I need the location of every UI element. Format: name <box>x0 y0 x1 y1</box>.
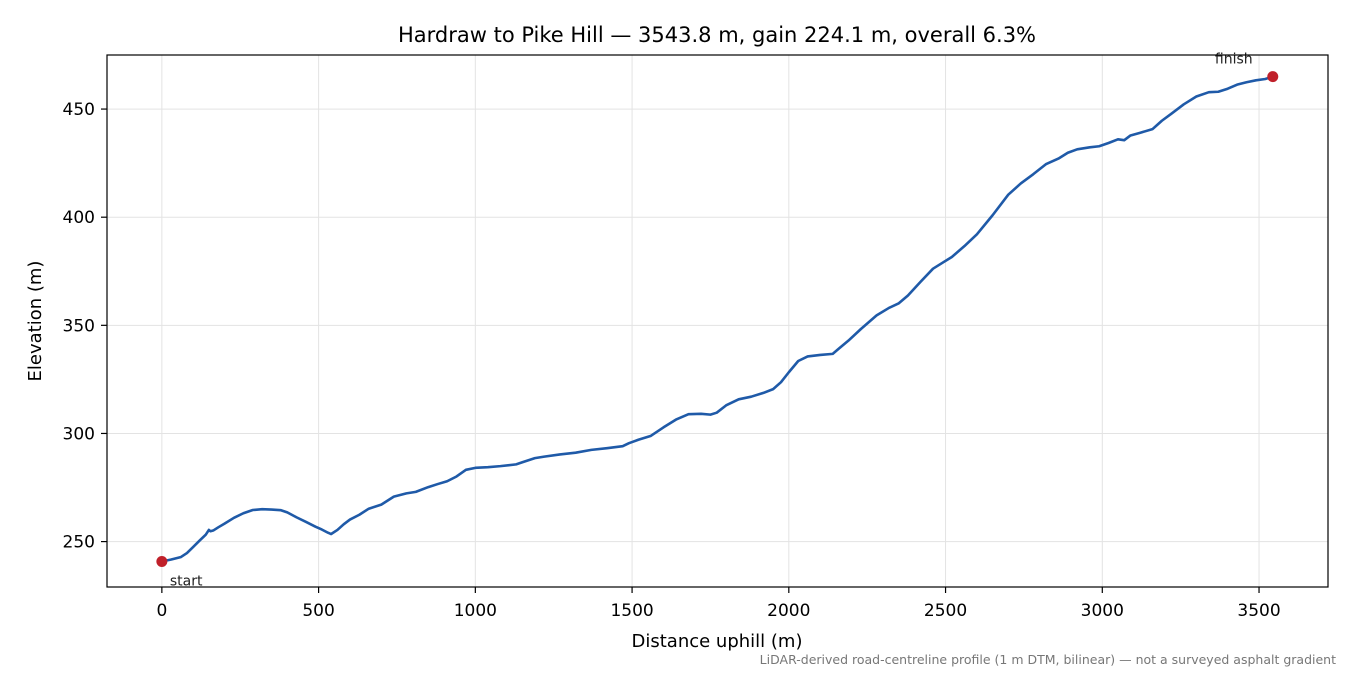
finish-label: finish <box>1215 52 1253 68</box>
plot-area-frame <box>106 54 1329 588</box>
x-tick-label: 0 <box>156 601 167 621</box>
y-tick-label: 300 <box>63 424 95 444</box>
elevation-line <box>160 75 1275 563</box>
start-label: start <box>170 573 203 589</box>
chart-caption: LiDAR-derived road-centreline profile (1… <box>760 652 1336 667</box>
x-axis-ticks: 0 500 1000 1500 2000 2500 3000 3500 <box>156 587 1281 621</box>
endpoint-markers: start finish <box>156 52 1279 589</box>
x-tick-label: 2000 <box>767 601 810 621</box>
y-tick-label: 400 <box>63 208 95 228</box>
y-tick-label: 450 <box>63 100 95 120</box>
start-marker <box>156 555 168 567</box>
x-tick-label: 1000 <box>454 601 497 621</box>
x-tick-label: 1500 <box>610 601 653 621</box>
y-axis-label: Elevation (m) <box>25 261 46 382</box>
x-tick-label: 2500 <box>924 601 967 621</box>
y-tick-label: 250 <box>63 533 95 553</box>
finish-marker <box>1267 71 1279 83</box>
x-axis-label: Distance uphill (m) <box>632 631 803 652</box>
gridlines <box>107 55 1328 587</box>
chart-title: Hardraw to Pike Hill — 3543.8 m, gain 22… <box>398 23 1036 47</box>
x-tick-label: 3500 <box>1237 601 1280 621</box>
x-tick-label: 3000 <box>1081 601 1124 621</box>
y-axis-ticks: 250 300 350 400 450 <box>63 100 107 553</box>
x-tick-label: 500 <box>302 601 334 621</box>
y-tick-label: 350 <box>63 316 95 336</box>
series-layer <box>160 75 1275 563</box>
